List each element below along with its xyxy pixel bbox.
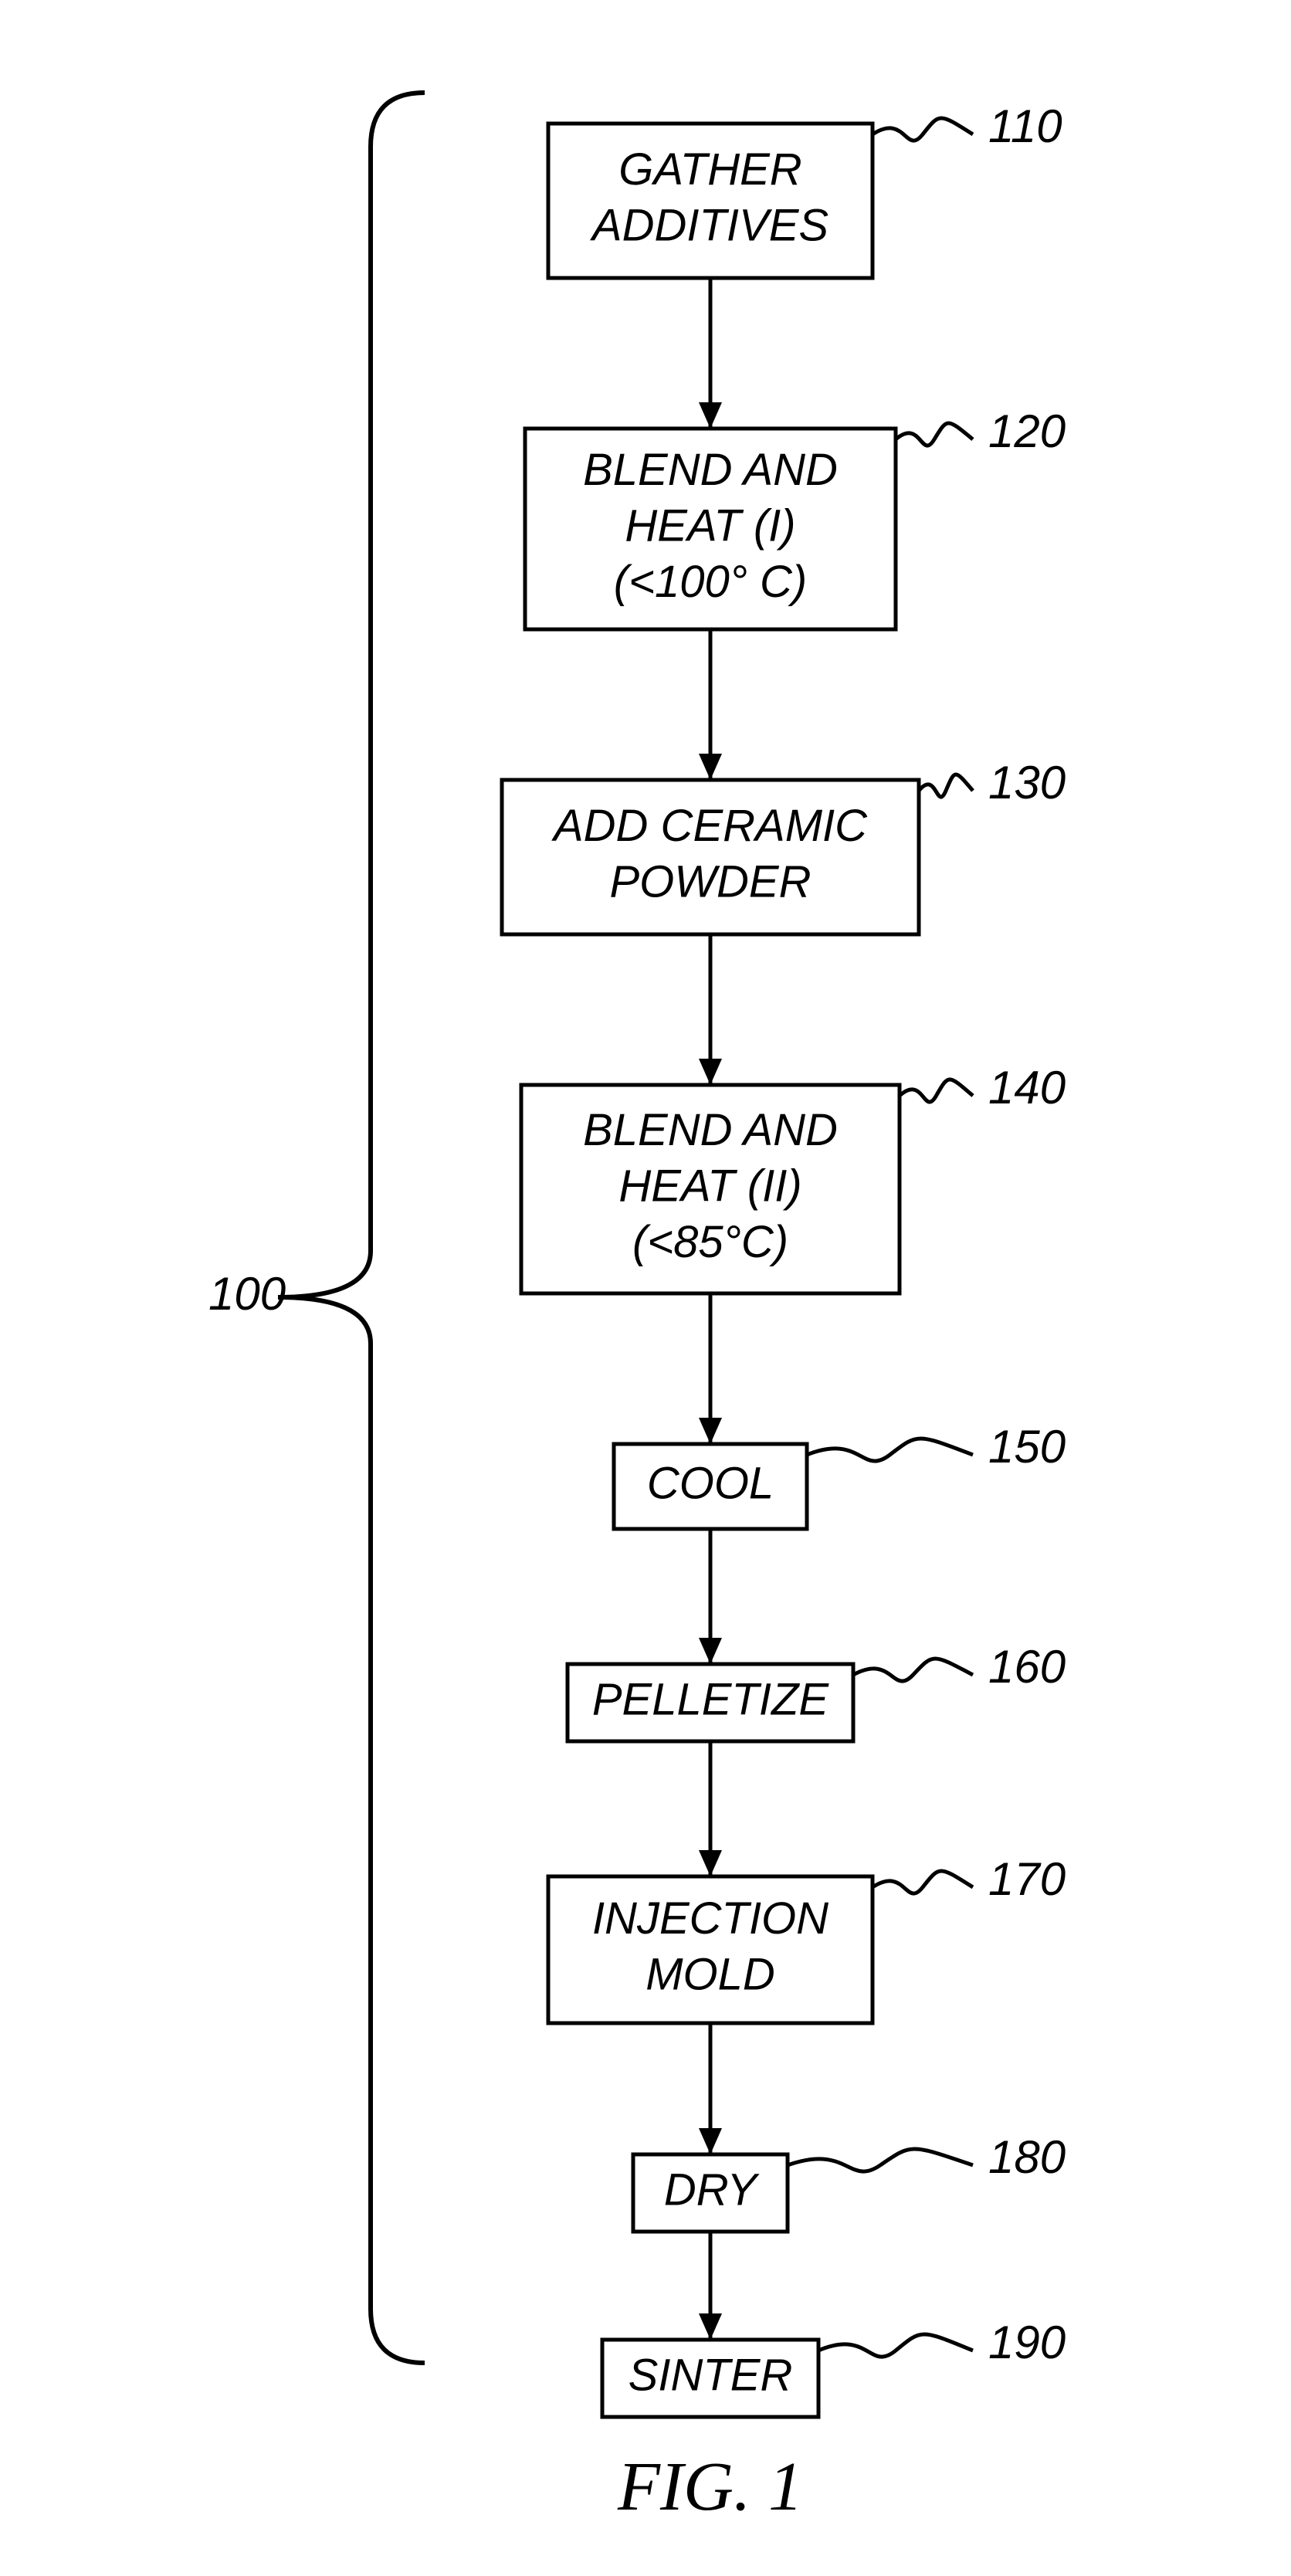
step-190-text-line-0: SINTER — [629, 2350, 793, 2400]
step-140-text-line-1: HEAT (II) — [618, 1161, 801, 1211]
step-190-leader — [818, 2334, 973, 2357]
process-group-label: 100 — [208, 1268, 286, 1320]
step-150-label: 150 — [988, 1421, 1066, 1473]
step-160: PELLETIZE 160 — [568, 1641, 1066, 1741]
step-170-leader — [873, 1871, 973, 1893]
figure-caption: FIG. 1 — [617, 2449, 803, 2525]
step-110-text-line-1: ADDITIVES — [590, 201, 828, 251]
step-140-leader — [900, 1080, 973, 1102]
step-120-text-line-0: BLEND AND — [583, 445, 838, 495]
step-180-leader — [788, 2149, 973, 2171]
step-120-label: 120 — [988, 405, 1066, 457]
step-160-label: 160 — [988, 1641, 1066, 1693]
step-110-text-line-0: GATHER — [618, 144, 801, 195]
step-130-leader — [919, 774, 973, 797]
step-140: BLEND AND HEAT (II) (<85°C) 140 — [521, 1062, 1066, 1293]
step-120-leader — [896, 423, 973, 446]
step-120: BLEND ANDHEAT (I) (<100° C) 120 — [525, 405, 1066, 629]
step-180-label: 180 — [988, 2131, 1066, 2183]
process-brace — [278, 93, 425, 2363]
step-110-leader — [873, 118, 973, 141]
step-170-label: 170 — [988, 1853, 1066, 1905]
step-150: COOL 150 — [614, 1421, 1066, 1529]
step-170-text-line-1: MOLD — [646, 1950, 775, 2000]
step-120-text-line-2: (<100° C) — [614, 557, 807, 607]
step-160-leader — [853, 1659, 973, 1681]
step-110: GATHER ADDITIVES 110 — [548, 100, 1062, 278]
step-160-text-line-0: PELLETIZE — [592, 1674, 830, 1724]
step-190: SINTER 190 — [602, 2317, 1066, 2417]
step-110-label: 110 — [988, 100, 1062, 152]
step-130-text-line-0: ADD CERAMIC — [551, 801, 868, 851]
step-180: DRY 180 — [633, 2131, 1066, 2232]
step-150-text-line-0: COOL — [647, 1458, 774, 1508]
step-140-text-line-2: (<85°C) — [632, 1217, 788, 1267]
step-190-label: 190 — [988, 2317, 1066, 2368]
step-140-text-line-0: BLEND AND — [583, 1105, 838, 1155]
step-120-text-line-1: HEAT (I) — [625, 500, 795, 551]
step-180-text-line-0: DRY — [664, 2164, 761, 2215]
step-150-leader — [807, 1439, 973, 1461]
step-130: ADD CERAMIC POWDER 130 — [502, 757, 1066, 934]
step-130-label: 130 — [988, 757, 1066, 808]
step-170-text-line-0: INJECTION — [592, 1893, 828, 1944]
step-130-text-line-1: POWDER — [610, 857, 812, 907]
step-140-label: 140 — [988, 1062, 1066, 1113]
step-170: INJECTION MOLD 170 — [548, 1853, 1066, 2023]
